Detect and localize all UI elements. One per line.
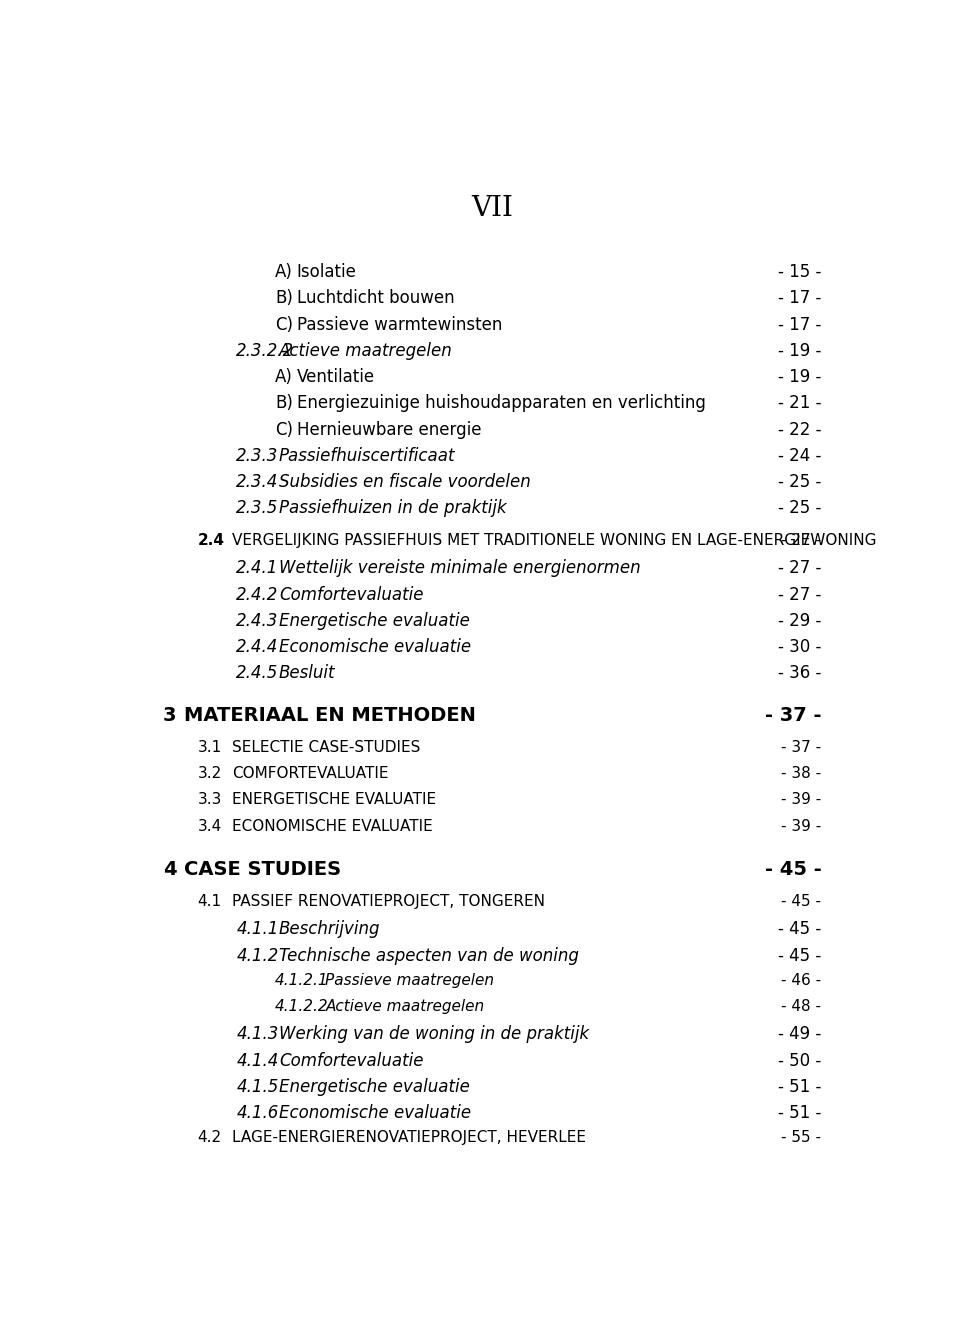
Text: 2.4: 2.4 [198,534,225,548]
Text: Passiefhuizen in de praktijk: Passiefhuizen in de praktijk [278,499,507,518]
Text: - 19 -: - 19 - [778,342,822,360]
Text: - 37 -: - 37 - [765,706,822,724]
Text: 3: 3 [162,706,176,724]
Text: Besluit: Besluit [278,664,335,683]
Text: 4: 4 [162,860,177,879]
Text: 4.1.4: 4.1.4 [236,1051,278,1070]
Text: LAGE-ENERGIERENOVATIEPROJECT, HEVERLEE: LAGE-ENERGIERENOVATIEPROJECT, HEVERLEE [232,1130,587,1145]
Text: Passieve warmtewinsten: Passieve warmtewinsten [297,316,502,334]
Text: Comfortevaluatie: Comfortevaluatie [278,1051,423,1070]
Text: PASSIEF RENOVATIEPROJECT, TONGEREN: PASSIEF RENOVATIEPROJECT, TONGEREN [232,894,545,910]
Text: - 50 -: - 50 - [779,1051,822,1070]
Text: A): A) [275,368,293,386]
Text: - 55 -: - 55 - [781,1130,822,1145]
Text: SELECTIE CASE-STUDIES: SELECTIE CASE-STUDIES [232,740,420,755]
Text: 4.1: 4.1 [198,894,222,910]
Text: - 15 -: - 15 - [778,263,822,281]
Text: Energetische evaluatie: Energetische evaluatie [278,612,469,630]
Text: 4.1.1: 4.1.1 [236,920,278,938]
Text: C): C) [275,420,293,439]
Text: 3.3: 3.3 [198,792,222,807]
Text: 2.4.1: 2.4.1 [236,559,278,578]
Text: Technische aspecten van de woning: Technische aspecten van de woning [278,947,579,964]
Text: Isolatie: Isolatie [297,263,356,281]
Text: Werking van de woning in de praktijk: Werking van de woning in de praktijk [278,1026,589,1043]
Text: - 36 -: - 36 - [778,664,822,683]
Text: 4.1.6: 4.1.6 [236,1105,278,1122]
Text: - 39 -: - 39 - [781,792,822,807]
Text: - 17 -: - 17 - [778,316,822,334]
Text: Wettelijk vereiste minimale energienormen: Wettelijk vereiste minimale energienorme… [278,559,640,578]
Text: Energiezuinige huishoudapparaten en verlichting: Energiezuinige huishoudapparaten en verl… [297,395,706,412]
Text: Beschrijving: Beschrijving [278,920,380,938]
Text: Actieve maatregelen: Actieve maatregelen [325,999,485,1014]
Text: - 39 -: - 39 - [781,819,822,834]
Text: 4.1.2: 4.1.2 [236,947,278,964]
Text: 4.1.2.1: 4.1.2.1 [275,972,328,988]
Text: 4.1.3: 4.1.3 [236,1026,278,1043]
Text: 2.4.2: 2.4.2 [236,586,278,604]
Text: - 19 -: - 19 - [778,368,822,386]
Text: Passieve maatregelen: Passieve maatregelen [325,972,494,988]
Text: - 45 -: - 45 - [764,860,822,879]
Text: - 22 -: - 22 - [778,420,822,439]
Text: 2.3.2.2: 2.3.2.2 [236,342,295,360]
Text: Luchtdicht bouwen: Luchtdicht bouwen [297,289,454,308]
Text: - 27 -: - 27 - [781,534,822,548]
Text: MATERIAAL EN METHODEN: MATERIAAL EN METHODEN [184,706,476,724]
Text: - 46 -: - 46 - [781,972,822,988]
Text: - 48 -: - 48 - [781,999,822,1014]
Text: - 25 -: - 25 - [778,499,822,518]
Text: Economische evaluatie: Economische evaluatie [278,638,471,656]
Text: - 37 -: - 37 - [781,740,822,755]
Text: - 27 -: - 27 - [778,586,822,604]
Text: Subsidies en fiscale voordelen: Subsidies en fiscale voordelen [278,474,531,491]
Text: 4.2: 4.2 [198,1130,222,1145]
Text: VERGELIJKING PASSIEFHUIS MET TRADITIONELE WONING EN LAGE-ENERGIEWONING: VERGELIJKING PASSIEFHUIS MET TRADITIONEL… [232,534,876,548]
Text: - 51 -: - 51 - [778,1078,822,1095]
Text: - 45 -: - 45 - [779,947,822,964]
Text: - 30 -: - 30 - [778,638,822,656]
Text: 2.4.3: 2.4.3 [236,612,278,630]
Text: C): C) [275,316,293,334]
Text: 2.4.4: 2.4.4 [236,638,278,656]
Text: - 25 -: - 25 - [778,474,822,491]
Text: Economische evaluatie: Economische evaluatie [278,1105,471,1122]
Text: 4.1.5: 4.1.5 [236,1078,278,1095]
Text: - 21 -: - 21 - [778,395,822,412]
Text: Passiefhuiscertificaat: Passiefhuiscertificaat [278,447,455,464]
Text: - 38 -: - 38 - [781,766,822,782]
Text: 3.4: 3.4 [198,819,222,834]
Text: - 27 -: - 27 - [778,559,822,578]
Text: Hernieuwbare energie: Hernieuwbare energie [297,420,481,439]
Text: - 24 -: - 24 - [778,447,822,464]
Text: 2.3.3: 2.3.3 [236,447,278,464]
Text: ENERGETISCHE EVALUATIE: ENERGETISCHE EVALUATIE [232,792,437,807]
Text: ECONOMISCHE EVALUATIE: ECONOMISCHE EVALUATIE [232,819,433,834]
Text: - 45 -: - 45 - [781,894,822,910]
Text: - 17 -: - 17 - [778,289,822,308]
Text: 2.3.4: 2.3.4 [236,474,278,491]
Text: Energetische evaluatie: Energetische evaluatie [278,1078,469,1095]
Text: B): B) [275,289,293,308]
Text: 2.4.5: 2.4.5 [236,664,278,683]
Text: - 49 -: - 49 - [779,1026,822,1043]
Text: 4.1.2.2: 4.1.2.2 [275,999,328,1014]
Text: - 45 -: - 45 - [779,920,822,938]
Text: 3.2: 3.2 [198,766,222,782]
Text: 2.3.5: 2.3.5 [236,499,278,518]
Text: CASE STUDIES: CASE STUDIES [184,860,342,879]
Text: COMFORTEVALUATIE: COMFORTEVALUATIE [232,766,389,782]
Text: Actieve maatregelen: Actieve maatregelen [278,342,452,360]
Text: Ventilatie: Ventilatie [297,368,374,386]
Text: Comfortevaluatie: Comfortevaluatie [278,586,423,604]
Text: 3.1: 3.1 [198,740,222,755]
Text: B): B) [275,395,293,412]
Text: - 51 -: - 51 - [778,1105,822,1122]
Text: - 29 -: - 29 - [778,612,822,630]
Text: VII: VII [471,195,513,221]
Text: A): A) [275,263,293,281]
